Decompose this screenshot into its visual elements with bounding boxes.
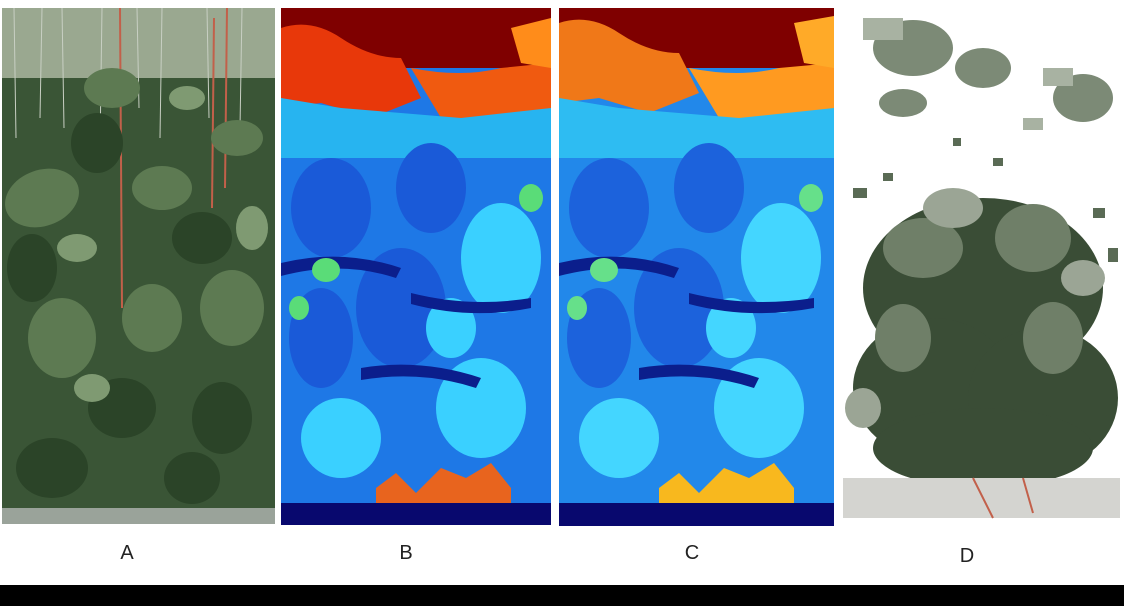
- panel-label-b: B: [399, 542, 413, 564]
- point-cloud-render: [843, 8, 1120, 528]
- panel-b-depth-map: [281, 8, 551, 525]
- depth-map-b: [281, 8, 551, 525]
- panel-label-c: C: [684, 542, 700, 564]
- panel-c-depth-map: [559, 8, 834, 526]
- pepper-plant-photo: [2, 8, 275, 524]
- panel-d-point-cloud: [843, 8, 1120, 528]
- panel-a-photo: [2, 8, 275, 524]
- panel-label-a: A: [120, 542, 134, 564]
- depth-map-c: [559, 8, 834, 526]
- panel-label-d: D: [959, 545, 975, 567]
- bottom-black-band: [0, 585, 1124, 606]
